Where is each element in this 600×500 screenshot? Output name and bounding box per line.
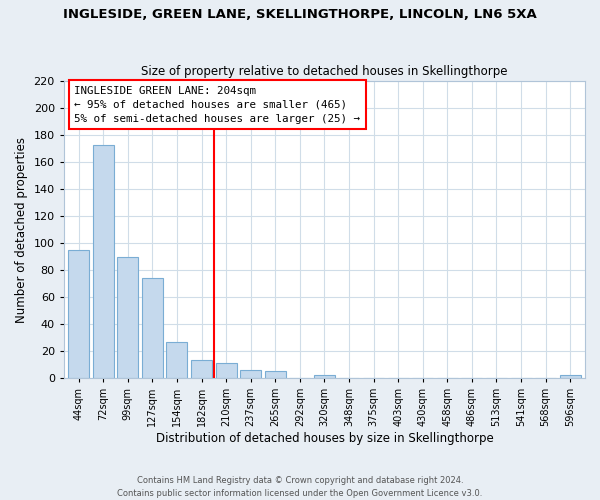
- Bar: [265, 372, 286, 378]
- Bar: [215, 363, 236, 378]
- Bar: [314, 376, 335, 378]
- Bar: [68, 250, 89, 378]
- Bar: [166, 342, 187, 378]
- Bar: [191, 360, 212, 378]
- Y-axis label: Number of detached properties: Number of detached properties: [15, 136, 28, 322]
- Text: INGLESIDE, GREEN LANE, SKELLINGTHORPE, LINCOLN, LN6 5XA: INGLESIDE, GREEN LANE, SKELLINGTHORPE, L…: [63, 8, 537, 20]
- Bar: [560, 376, 581, 378]
- Text: INGLESIDE GREEN LANE: 204sqm
← 95% of detached houses are smaller (465)
5% of se: INGLESIDE GREEN LANE: 204sqm ← 95% of de…: [74, 86, 360, 124]
- X-axis label: Distribution of detached houses by size in Skellingthorpe: Distribution of detached houses by size …: [155, 432, 493, 445]
- Bar: [142, 278, 163, 378]
- Bar: [118, 256, 138, 378]
- Bar: [93, 144, 113, 378]
- Text: Contains HM Land Registry data © Crown copyright and database right 2024.
Contai: Contains HM Land Registry data © Crown c…: [118, 476, 482, 498]
- Title: Size of property relative to detached houses in Skellingthorpe: Size of property relative to detached ho…: [141, 66, 508, 78]
- Bar: [240, 370, 261, 378]
